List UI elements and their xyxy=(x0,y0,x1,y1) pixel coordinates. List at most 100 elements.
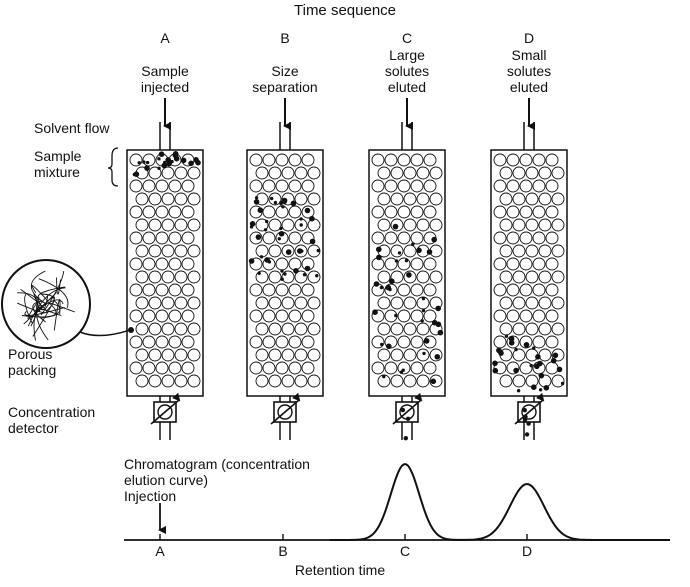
packing-bead xyxy=(512,166,526,180)
packing-bead xyxy=(532,283,546,297)
packing-bead xyxy=(255,218,269,232)
packing-bead xyxy=(410,153,424,167)
solute-dot xyxy=(411,242,415,246)
solute-dot xyxy=(267,260,272,264)
pore-structure xyxy=(40,293,55,311)
packing-bead xyxy=(174,348,188,362)
packing-bead xyxy=(410,179,424,193)
packing-bead xyxy=(155,361,169,375)
solute-dot xyxy=(516,389,521,393)
pore-structure xyxy=(56,277,61,295)
packing-bead xyxy=(532,257,546,271)
detector-arrow-b xyxy=(270,392,301,425)
column-letter-b: B xyxy=(280,30,290,46)
pore-structure xyxy=(24,293,33,324)
packing-bead xyxy=(148,270,162,284)
packing-bead xyxy=(499,322,513,336)
packing-bead xyxy=(294,322,308,336)
packing-bead xyxy=(493,153,507,167)
solute-dot xyxy=(404,258,409,263)
column-letter-a: A xyxy=(160,30,170,46)
packing-bead xyxy=(397,205,411,219)
packing-bead xyxy=(410,257,424,271)
solute-dot xyxy=(492,367,499,374)
packing-bead xyxy=(423,153,437,167)
packing-bead xyxy=(142,335,156,349)
packing-bead xyxy=(288,309,302,323)
solute-dot xyxy=(550,357,557,364)
solute-dot xyxy=(416,247,422,254)
elution-curve xyxy=(330,463,670,541)
packing-bead xyxy=(181,361,195,375)
packing-bead xyxy=(390,374,404,388)
packing-bead xyxy=(532,179,546,193)
solute-dot xyxy=(532,346,536,350)
solute-dot xyxy=(421,308,426,313)
packing-bead xyxy=(161,244,175,258)
packing-bead xyxy=(155,257,169,271)
packing-bead xyxy=(416,270,430,284)
packing-bead xyxy=(410,335,424,349)
column-letter-d: D xyxy=(523,30,535,46)
packing-bead xyxy=(499,192,513,206)
packing-bead xyxy=(148,374,162,388)
packing-bead xyxy=(512,192,526,206)
packing-bead xyxy=(181,205,195,219)
packing-bead xyxy=(384,231,398,245)
packing-bead xyxy=(519,205,533,219)
packing-bead xyxy=(301,309,315,323)
packing-bead xyxy=(403,192,417,206)
packing-bead xyxy=(423,257,437,271)
packing-bead xyxy=(519,283,533,297)
packing-bead xyxy=(397,231,411,245)
solute-dot xyxy=(423,338,430,344)
packing-bead xyxy=(262,231,276,245)
packing-bead xyxy=(551,192,565,206)
solute-dot xyxy=(193,157,199,163)
packing-bead xyxy=(129,283,143,297)
packing-bead xyxy=(512,244,526,258)
solute-dot xyxy=(514,347,518,352)
packing-bead xyxy=(545,309,559,323)
packing-bead xyxy=(423,361,437,375)
solute-dot xyxy=(529,363,533,368)
packing-bead xyxy=(268,192,282,206)
solute-dot xyxy=(170,159,174,164)
packing-bead xyxy=(493,309,507,323)
packing-bead xyxy=(168,335,182,349)
solute-dot xyxy=(299,217,303,221)
porous-pointer-dot xyxy=(128,327,134,333)
detector-arrow-d xyxy=(514,392,545,425)
detector-label-line1: Concentration xyxy=(8,404,96,420)
porous-packing-label-line2: packing xyxy=(8,362,57,378)
packing-bead xyxy=(275,257,289,271)
solute-dot xyxy=(380,342,384,347)
packing-bead xyxy=(174,296,188,310)
caption-b-line1: Size xyxy=(271,63,299,79)
packing-bead xyxy=(129,257,143,271)
packing-bead xyxy=(294,296,308,310)
packing-bead xyxy=(181,179,195,193)
packing-bead xyxy=(168,361,182,375)
solute-band-c xyxy=(372,223,444,385)
packing-bead xyxy=(307,192,321,206)
packing-bead xyxy=(161,218,175,232)
packing-bead xyxy=(551,270,565,284)
packing-bead xyxy=(187,192,201,206)
porous-particle-magnified xyxy=(1,259,91,349)
packing-bead xyxy=(499,374,513,388)
packing-bead xyxy=(155,309,169,323)
packing-bead xyxy=(390,192,404,206)
packing-bead xyxy=(403,218,417,232)
packing-bead xyxy=(142,179,156,193)
packing-bead xyxy=(187,166,201,180)
solute-dot xyxy=(309,215,315,222)
packing-bead xyxy=(168,231,182,245)
packing-bead xyxy=(416,322,430,336)
caption-d-line2: solutes xyxy=(506,63,552,79)
solute-dot xyxy=(430,378,437,385)
packing-bead xyxy=(181,231,195,245)
packing-bead xyxy=(397,179,411,193)
